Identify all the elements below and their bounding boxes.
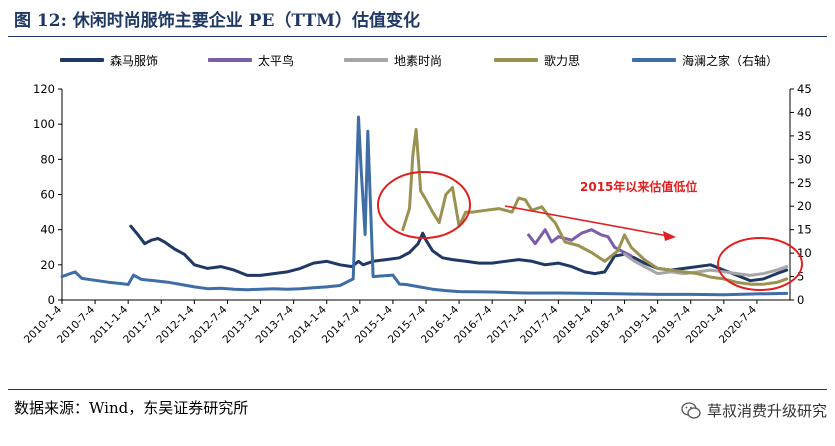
series-line-ellassay <box>401 127 789 286</box>
y-left-tick-label: 80 <box>40 152 55 166</box>
legend-item-ellassay: 歌力思 <box>494 51 580 69</box>
legend-swatch-hla <box>632 58 676 62</box>
chart-legend: 森马服饰 太平鸟 地素时尚 歌力思 海澜之家（右轴） <box>60 51 830 69</box>
legend-item-elf: 地素时尚 <box>344 51 442 69</box>
y-right-tick-label: 5 <box>797 270 804 284</box>
y-right-tick-label: 25 <box>797 176 812 190</box>
annotations: 2015年以来估值低位 <box>377 171 803 291</box>
annotation-text: 2015年以来估值低位 <box>580 179 697 194</box>
y-right-tick-label: 40 <box>797 105 812 119</box>
series-line-hla <box>60 115 789 297</box>
legend-label-semir: 森马服饰 <box>110 53 159 68</box>
legend-item-peacebird: 太平鸟 <box>208 51 294 69</box>
series-lines <box>60 115 789 297</box>
legend-label-elf: 地素时尚 <box>394 53 443 68</box>
highlight-ellipse-2015 <box>377 171 471 239</box>
y-right-tick-label: 20 <box>797 199 812 213</box>
footer-divider <box>8 389 827 390</box>
legend-swatch-elf <box>344 58 388 62</box>
chart-title: 图 12: 休闲时尚服饰主要企业 PE（TTM）估值变化 <box>14 11 420 31</box>
y-left-tick-label: 20 <box>40 258 55 272</box>
series-line-peacebird <box>527 228 633 258</box>
legend-swatch-peacebird <box>208 58 252 62</box>
y-left-tick-label: 100 <box>33 117 55 131</box>
watermark-text: 草叔消费升级研究 <box>706 402 827 420</box>
legend-swatch-semir <box>60 58 104 62</box>
y-right-tick-label: 15 <box>797 223 812 237</box>
legend-swatch-ellassay <box>494 58 538 62</box>
y-left-tick-label: 60 <box>40 188 55 202</box>
y-left-tick-label: 120 <box>33 82 55 96</box>
legend-label-ellassay: 歌力思 <box>544 53 581 68</box>
y-right-tick-label: 35 <box>797 129 812 143</box>
legend-item-semir: 森马服饰 <box>60 51 158 69</box>
legend-item-hla: 海澜之家（右轴） <box>632 51 778 69</box>
y-right-tick-label: 30 <box>797 152 812 166</box>
wechat-icon <box>681 401 701 419</box>
y-left-tick-label: 40 <box>40 223 55 237</box>
title-divider <box>8 36 827 37</box>
y-right-tick-label: 45 <box>797 82 812 96</box>
annotation-arrowhead <box>663 231 676 241</box>
y-right-tick-label: 0 <box>797 293 804 307</box>
highlight-ellipse-2020 <box>717 237 803 291</box>
annotation-arrow <box>504 205 669 237</box>
watermark: 草叔消费升级研究 <box>681 400 827 421</box>
legend-label-hla: 海澜之家（右轴） <box>682 53 779 68</box>
series-line-elf <box>623 252 789 277</box>
x-axis: 2010-1-42010-7-42011-1-42011-7-42012-1-4… <box>22 299 790 346</box>
y-left-tick-label: 0 <box>48 293 55 307</box>
data-source: 数据来源：Wind，东吴证券研究所 <box>14 399 249 417</box>
legend-label-peacebird: 太平鸟 <box>258 53 295 68</box>
